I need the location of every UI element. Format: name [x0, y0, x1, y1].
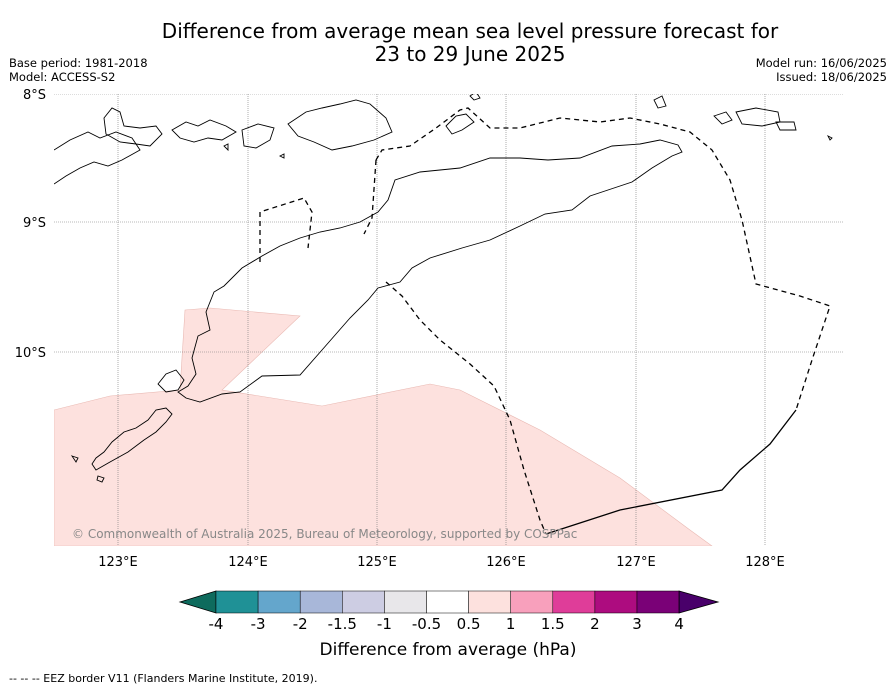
title-line-2: 23 to 29 June 2025: [374, 42, 566, 66]
wetar-coastline: [445, 113, 475, 135]
colorbar-segment: [384, 590, 427, 614]
colorbar-segment: [636, 590, 680, 614]
island-n-2: [241, 123, 275, 149]
island-n-1: [171, 119, 237, 143]
colorbar-tick-label: 4: [674, 615, 684, 633]
eez-border-solid: [545, 409, 797, 535]
colorbar-title: Difference from average (hPa): [319, 640, 577, 660]
map-title: Difference from average mean sea level p…: [60, 20, 880, 66]
colorbar-segment: [510, 590, 554, 614]
island-n-10: [775, 121, 797, 131]
flores-coastline: [54, 131, 141, 185]
meta-left: Base period: 1981-2018 Model: ACCESS-S2: [9, 56, 148, 84]
colorbar-segment: [342, 590, 385, 614]
island-n-9: [735, 107, 781, 127]
eez-footnote: -- -- -- EEZ border V11 (Flanders Marine…: [9, 672, 318, 685]
island-n-4: [223, 143, 229, 152]
lon-label-124e: 124°E: [228, 555, 268, 570]
meta-right: Model run: 16/06/2025 Issued: 18/06/2025: [756, 56, 887, 84]
island-n-7: [653, 95, 667, 109]
colorbar-tick-label: -1.5: [328, 615, 357, 633]
base-period: Base period: 1981-2018: [9, 56, 148, 70]
coastlines: [54, 94, 833, 483]
lon-label-128e: 128°E: [745, 555, 785, 570]
rote-coastline: [91, 407, 173, 471]
flores-east-coastline: [103, 107, 163, 147]
eez-border-south: [385, 281, 547, 535]
colorbar-tick-label: -1: [377, 615, 392, 633]
island-n-6: [469, 94, 481, 101]
colorbar-tick-label: -3: [251, 615, 266, 633]
lon-label-125e: 125°E: [357, 555, 397, 570]
colorbar-segment: [552, 590, 596, 614]
lon-labels: 123°E 124°E 125°E 126°E 127°E 128°E: [98, 555, 785, 570]
colorbar-tick-label: 2: [590, 615, 600, 633]
eez-border-north: [375, 107, 831, 411]
lon-label-126e: 126°E: [486, 555, 526, 570]
island-n-8: [713, 111, 733, 125]
lon-label-123e: 123°E: [98, 555, 138, 570]
colorbar-tick-label: 0.5: [457, 615, 481, 633]
island-n-3: [287, 99, 393, 151]
title-line-1: Difference from average mean sea level p…: [161, 19, 779, 43]
island-n-5: [278, 153, 285, 159]
eez-border: [259, 107, 831, 535]
semau-coastline: [157, 369, 185, 393]
colorbar-segment: [468, 590, 511, 614]
eez-southeast: [545, 409, 797, 535]
colorbar-segment: [426, 590, 469, 614]
small-island-2: [96, 475, 105, 483]
lat-label-8s: 8°S: [23, 88, 46, 103]
lat-label-9s: 9°S: [23, 216, 46, 231]
colorbar-tick-label: -0.5: [412, 615, 441, 633]
issued-date: Issued: 18/06/2025: [776, 70, 887, 84]
colorbar-segment: [257, 590, 301, 614]
small-island-1: [70, 455, 79, 463]
colorbar-segment: [594, 590, 638, 614]
map-area: [54, 94, 844, 546]
colorbar-tick-label: -4: [209, 615, 224, 633]
gridlines: [54, 94, 844, 546]
colorbar-segment: [215, 590, 259, 614]
colorbar-segment: [299, 590, 343, 614]
copyright-text: © Commonwealth of Australia 2025, Bureau…: [72, 527, 578, 541]
lat-label-10s: 10°S: [15, 346, 46, 361]
lon-label-127e: 127°E: [616, 555, 656, 570]
colorbar-tick-label: 1.5: [541, 615, 565, 633]
colorbar: -4 -3 -2 -1.5 -1 -0.5 0.5 1 1.5 2 3 4: [178, 590, 720, 633]
anomaly-shading: [54, 307, 713, 546]
colorbar-tick-label: 1: [506, 615, 516, 633]
island-n-11: [826, 134, 833, 141]
colorbar-tick-label: 3: [632, 615, 642, 633]
model-run: Model run: 16/06/2025: [755, 56, 887, 70]
colorbar-extend-high: [678, 590, 720, 614]
colorbar-tick-label: -2: [293, 615, 308, 633]
colorbar-extend-low: [178, 590, 217, 614]
model-name: Model: ACCESS-S2: [9, 70, 116, 84]
eez-border-west: [259, 159, 377, 262]
timor-coastline: [177, 139, 683, 403]
lat-labels: 8°S 9°S 10°S: [15, 88, 46, 361]
